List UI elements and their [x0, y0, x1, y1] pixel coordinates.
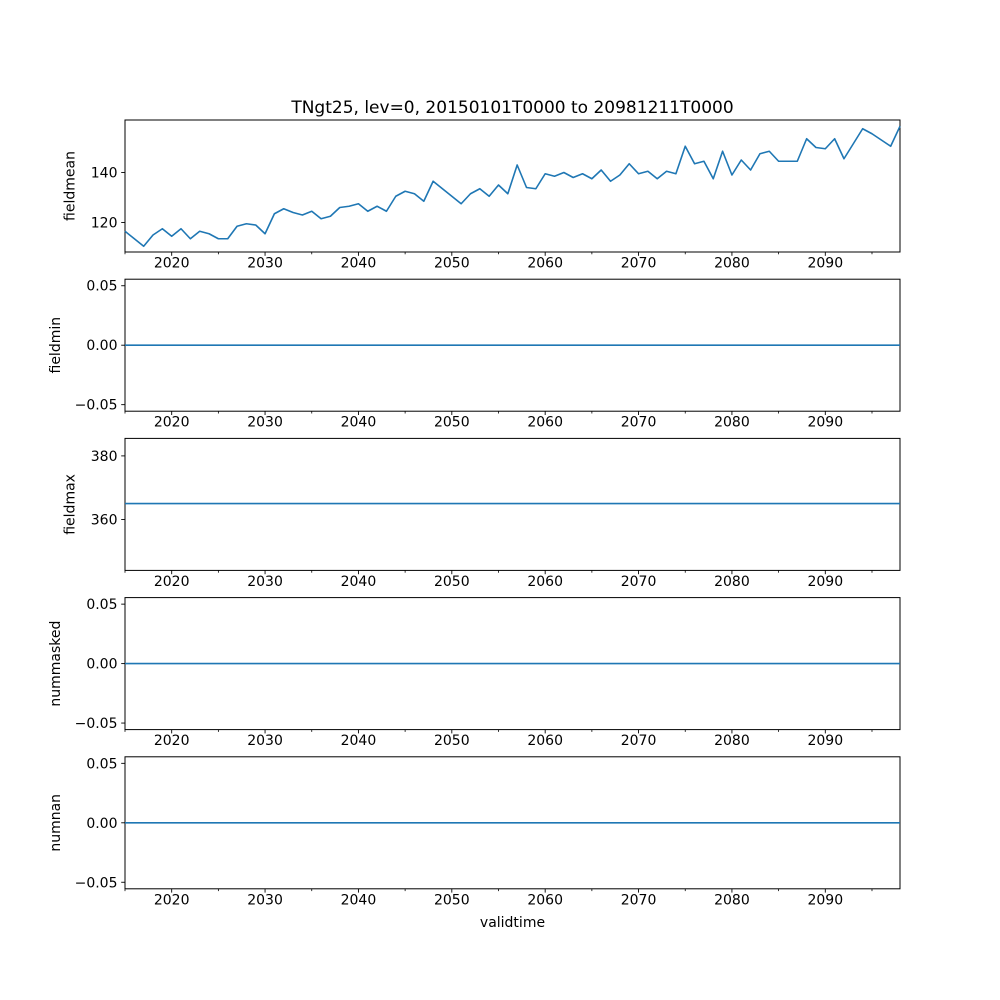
y-tick-label: 0.05	[86, 756, 117, 772]
x-tick-label: 2040	[341, 256, 377, 272]
y-tick-label: 380	[91, 449, 118, 465]
y-axis-label-fieldmean: fieldmean	[63, 151, 79, 221]
x-tick-label: 2050	[434, 256, 470, 272]
y-axis-label-fieldmin: fieldmin	[48, 317, 64, 374]
x-tick-label: 2030	[247, 574, 283, 590]
figure-title: TNgt25, lev=0, 20150101T0000 to 20981211…	[291, 98, 734, 118]
x-tick-label: 2070	[621, 415, 657, 431]
y-tick-label: 140	[91, 166, 118, 182]
x-tick-label: 2030	[247, 733, 283, 749]
y-tick-label: 360	[91, 513, 118, 529]
x-tick-label: 2050	[434, 574, 470, 590]
x-tick-label: 2070	[621, 256, 657, 272]
y-tick-label: 0.00	[86, 816, 117, 832]
x-tick-label: 2020	[154, 733, 190, 749]
y-tick-label: 0.05	[86, 279, 117, 295]
y-tick-label: 0.00	[86, 657, 117, 673]
subplot-numnan: 2020 2030 2040 2050 2060 2070 2080 2090 −0.05 0.0…	[48, 756, 901, 908]
x-tick-label: 2030	[247, 415, 283, 431]
y-tick-label: 120	[91, 216, 118, 232]
x-tick-label: 2080	[714, 256, 750, 272]
x-tick-label: 2050	[434, 892, 470, 908]
x-tick-label: 2070	[621, 892, 657, 908]
x-tick-label: 2020	[154, 256, 190, 272]
y-tick-label: −0.05	[75, 875, 118, 891]
x-tick-label: 2060	[527, 574, 563, 590]
axes-frame-fieldmax	[124, 437, 901, 571]
x-axis-title: validtime	[479, 915, 546, 931]
x-tick-label: 2020	[154, 574, 190, 590]
x-tick-label: 2040	[341, 415, 377, 431]
x-tick-label: 2040	[341, 892, 377, 908]
x-tick-label: 2090	[807, 892, 843, 908]
x-tick-label: 2080	[714, 415, 750, 431]
x-tick-label: 2060	[527, 415, 563, 431]
x-tick-label: 2020	[154, 415, 190, 431]
subplot-fieldmax: 2020 2030 2040 2050 2060 2070 2080 2090 360 380 fi…	[63, 437, 901, 590]
x-tick-label: 2050	[434, 415, 470, 431]
x-tick-label: 2030	[247, 892, 283, 908]
y-tick-label: −0.05	[75, 716, 118, 732]
x-tick-label: 2060	[527, 256, 563, 272]
x-tick-label: 2030	[247, 256, 283, 272]
series-line-fieldmean	[124, 125, 901, 248]
axes-frame-fieldmean	[124, 119, 901, 253]
y-tick-label: −0.05	[75, 398, 118, 414]
x-tick-label: 2090	[807, 256, 843, 272]
subplot-fieldmin: 2020 2030 2040 2050 2060 2070 2080 2090 −0.05 0.0…	[48, 278, 901, 431]
x-tick-label: 2050	[434, 733, 470, 749]
y-axis-label-fieldmax: fieldmax	[63, 474, 79, 535]
x-tick-label: 2090	[807, 415, 843, 431]
x-tick-label: 2070	[621, 733, 657, 749]
x-tick-label: 2070	[621, 574, 657, 590]
subplot-nummasked: 2020 2030 2040 2050 2060 2070 2080 2090 −0.05 0.0…	[48, 597, 901, 749]
x-tick-label: 2060	[527, 892, 563, 908]
x-tick-label: 2090	[807, 733, 843, 749]
y-axis-label-nummasked: nummasked	[48, 621, 64, 707]
x-tick-label: 2080	[714, 892, 750, 908]
x-tick-label: 2080	[714, 574, 750, 590]
subplot-fieldmean: 2020 2030 2040 2050 2060 2070 2080 2090 120 140 fi…	[63, 119, 901, 272]
x-tick-label: 2060	[527, 733, 563, 749]
x-tick-label: 2080	[714, 733, 750, 749]
x-tick-label: 2040	[341, 574, 377, 590]
y-tick-label: 0.00	[86, 338, 117, 354]
x-tick-label: 2020	[154, 892, 190, 908]
y-axis-label-numnan: numnan	[48, 794, 64, 852]
x-tick-label: 2040	[341, 733, 377, 749]
x-tick-label: 2090	[807, 574, 843, 590]
y-tick-label: 0.05	[86, 597, 117, 613]
